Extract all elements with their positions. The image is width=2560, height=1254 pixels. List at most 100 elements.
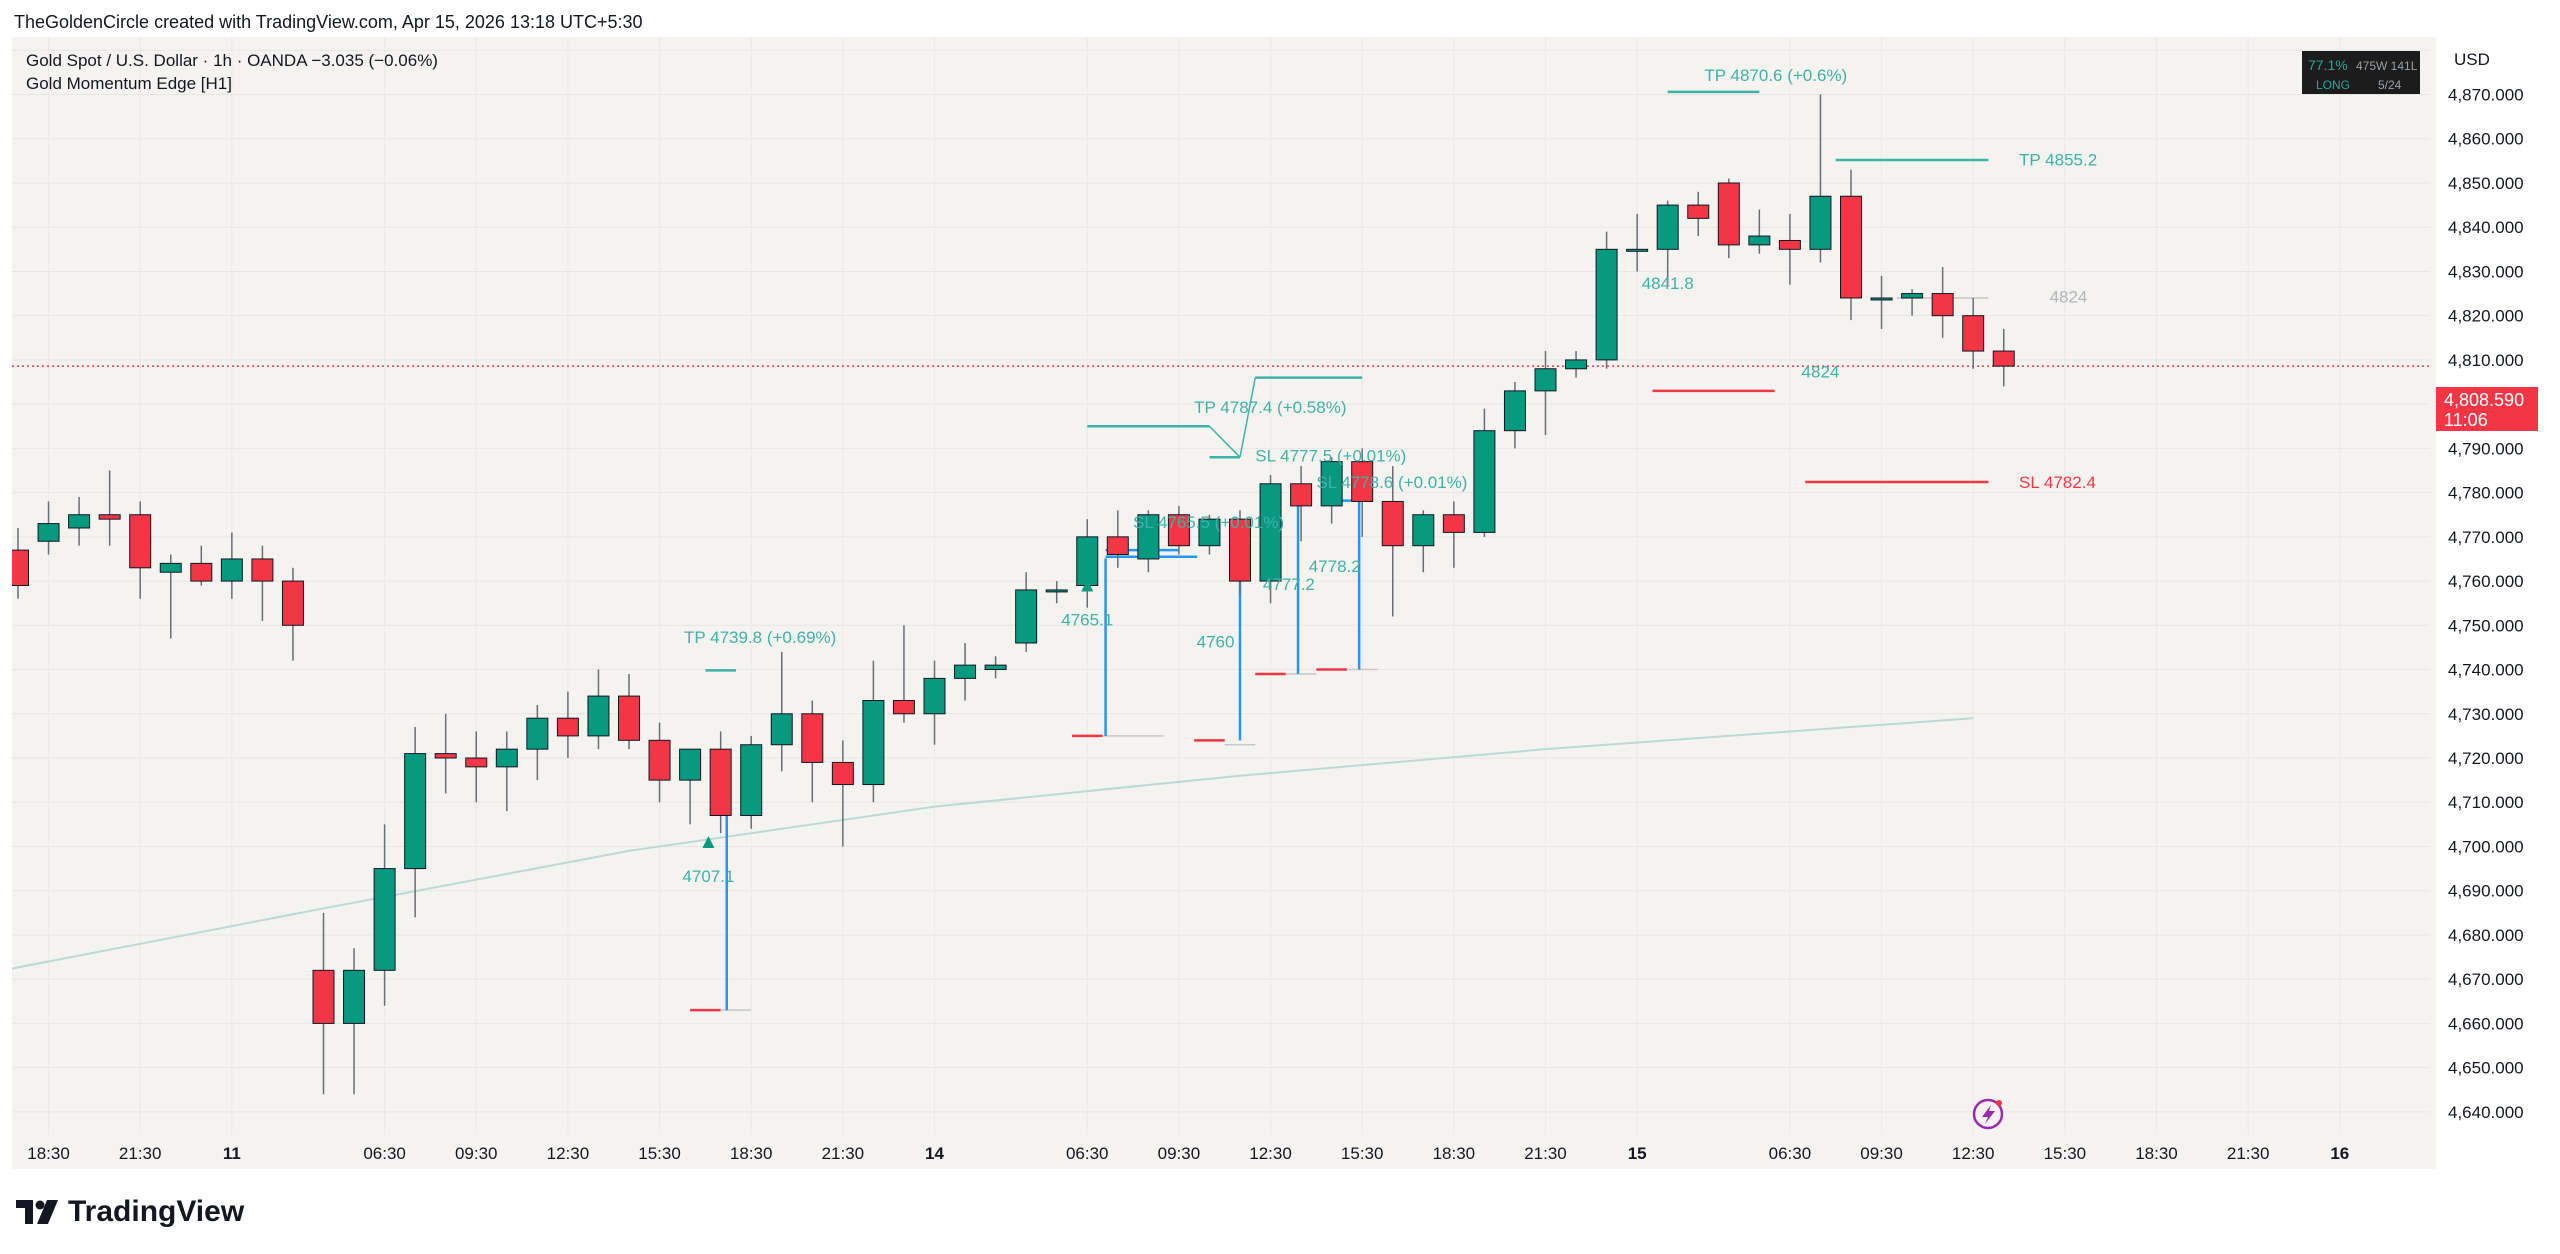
- trade-annotation: 4765.1: [1061, 610, 1113, 629]
- time-axis-label: 12:30: [1249, 1144, 1292, 1163]
- time-axis-label: 16: [2330, 1144, 2349, 1163]
- time-axis-label: 09:30: [455, 1144, 498, 1163]
- candle-body: [526, 717, 549, 750]
- stats-win-rate: 77.1%: [2308, 57, 2348, 73]
- candle-up: [954, 643, 977, 701]
- tradingview-logo[interactable]: TradingView: [16, 1195, 244, 1229]
- candle-body: [1565, 359, 1588, 370]
- last-price-tag: 4,808.590 11:06: [2436, 387, 2538, 431]
- candle-body: [648, 739, 671, 781]
- trade-annotation: SL 4778.6 (+0.01%): [1316, 473, 1467, 492]
- currency-button[interactable]: USD: [2442, 44, 2538, 76]
- candle-body: [1962, 315, 1985, 352]
- candle-body: [1992, 350, 2015, 367]
- price-axis-label: 4,850.000: [2448, 174, 2524, 193]
- price-axis-label: 4,810.000: [2448, 351, 2524, 370]
- price-axis-label: 4,770.000: [2448, 528, 2524, 547]
- time-axis-label: 18:30: [2135, 1144, 2178, 1163]
- candle-body: [404, 753, 427, 870]
- candle-up: [1259, 474, 1282, 604]
- candle-body: [312, 969, 335, 1024]
- candle-down: [98, 470, 121, 546]
- candle-body: [587, 695, 610, 737]
- candle-up: [1901, 289, 1924, 316]
- candle-body: [801, 713, 824, 763]
- candle-body: [1167, 514, 1190, 547]
- long-signal-marker: [1081, 579, 1094, 592]
- candle-up: [1137, 510, 1160, 573]
- candle-body: [251, 558, 274, 582]
- candle-down: [312, 912, 335, 1095]
- candle-body: [1045, 589, 1068, 593]
- price-axis-label: 4,860.000: [2448, 130, 2524, 149]
- time-axis-label: 06:30: [1769, 1144, 1812, 1163]
- candle-body: [1687, 204, 1710, 219]
- candle-body: [1503, 390, 1526, 432]
- candle-up: [587, 669, 610, 750]
- candle-up: [495, 731, 518, 812]
- candle-down: [1106, 510, 1129, 568]
- candle-body: [1534, 368, 1557, 392]
- price-axis-label: 4,780.000: [2448, 484, 2524, 503]
- candle-body: [1656, 204, 1679, 250]
- candle-body: [1351, 461, 1374, 502]
- candle-down: [1351, 448, 1374, 537]
- candle-down: [831, 740, 854, 847]
- candle-body: [740, 744, 763, 817]
- candle-down: [1687, 191, 1710, 237]
- time-axis-label: 15:30: [638, 1144, 681, 1163]
- time-axis: [12, 1134, 2436, 1169]
- candle-down: [1931, 267, 1954, 338]
- time-axis-label: 21:30: [1524, 1144, 1567, 1163]
- candle-body: [465, 757, 488, 768]
- candle-body: [434, 753, 457, 759]
- candle-body: [1290, 483, 1313, 507]
- bar-countdown: 11:06: [2444, 410, 2488, 430]
- candle-body: [1015, 589, 1038, 644]
- candle-body: [1778, 239, 1801, 250]
- candle-body: [892, 700, 915, 715]
- candle-body: [1412, 514, 1435, 547]
- candle-up: [1595, 231, 1618, 369]
- price-axis-label: 4,840.000: [2448, 218, 2524, 237]
- price-axis-label: 4,670.000: [2448, 970, 2524, 989]
- candle-body: [190, 562, 213, 582]
- candle-body: [923, 677, 946, 715]
- price-axis-label: 4,870.000: [2448, 86, 2524, 105]
- time-axis-label: 12:30: [547, 1144, 590, 1163]
- candle-up: [770, 651, 793, 772]
- chart-pane[interactable]: 4,640.000 4,650.000 4,660.000 4,670.000 4,68…: [2, 37, 2546, 1169]
- candle-body: [373, 868, 396, 971]
- candle-body: [1809, 195, 1832, 250]
- candle-down: [1290, 466, 1313, 542]
- indicator-legend[interactable]: Gold Momentum Edge [H1]: [26, 74, 232, 93]
- candle-up: [68, 497, 91, 546]
- candle-body: [1137, 514, 1160, 560]
- candle-down: [1778, 213, 1801, 285]
- trade-annotation: SL 4777.5 (+0.01%): [1255, 447, 1406, 466]
- trade-annotation: TP 4787.4 (+0.58%): [1194, 398, 1346, 417]
- candle-body: [1840, 195, 1862, 299]
- candle-up: [862, 660, 885, 803]
- candle-body: [1931, 293, 1954, 317]
- candle-body: [709, 748, 732, 817]
- time-axis-label: 15:30: [1341, 1144, 1384, 1163]
- candle-body: [343, 969, 366, 1024]
- candle-body: [68, 514, 91, 529]
- candle-body: [159, 562, 182, 573]
- candle-body: [98, 514, 121, 520]
- candle-down: [281, 567, 304, 661]
- time-axis-label: 21:30: [822, 1144, 865, 1163]
- trade-annotation: 4777.2: [1263, 575, 1315, 594]
- stats-ratio: 5/24: [2378, 78, 2402, 92]
- candlestick-chart[interactable]: 4,640.000 4,650.000 4,660.000 4,670.000 4,68…: [2, 37, 2546, 1169]
- tp-connector: [1239, 377, 1257, 458]
- candle-up: [1473, 408, 1496, 537]
- price-axis-label: 4,680.000: [2448, 926, 2524, 945]
- candle-up: [373, 824, 396, 1006]
- symbol-legend[interactable]: Gold Spot / U.S. Dollar · 1h · OANDA −3.…: [26, 51, 438, 70]
- candle-body: [1748, 235, 1771, 246]
- candle-body: [37, 523, 60, 542]
- price-axis-label: 4,690.000: [2448, 882, 2524, 901]
- time-axis-label: 15:30: [2044, 1144, 2087, 1163]
